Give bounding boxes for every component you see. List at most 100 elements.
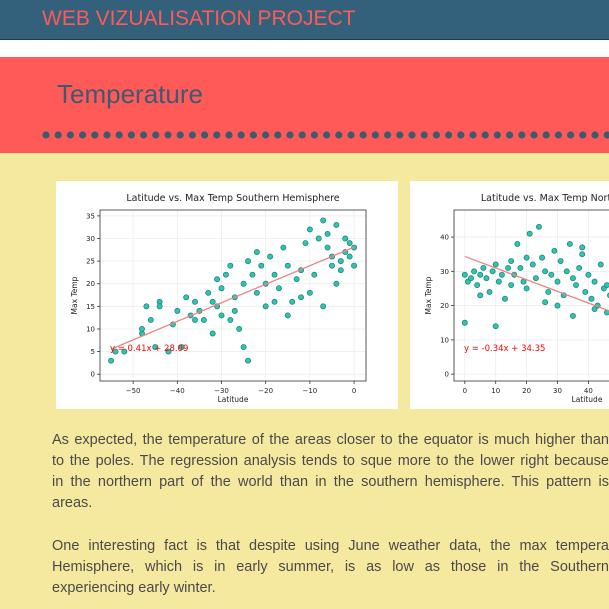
divider-dot bbox=[323, 131, 331, 139]
spacer bbox=[0, 40, 609, 57]
y-axis-label: Max Temp bbox=[70, 276, 79, 314]
divider-dot bbox=[591, 131, 599, 139]
paragraph: As expected, the temperature of the area… bbox=[52, 430, 609, 514]
chart: Latitude vs. Max Temp Southern Hemispher… bbox=[70, 193, 367, 404]
divider-dot bbox=[506, 131, 514, 139]
point bbox=[227, 316, 234, 323]
divider-dot bbox=[310, 131, 318, 139]
point bbox=[333, 221, 340, 228]
points bbox=[461, 223, 609, 330]
point bbox=[591, 306, 598, 312]
point bbox=[566, 240, 573, 247]
y-tick-label: 20 bbox=[86, 280, 95, 288]
y-axis-label: Max Temp bbox=[424, 276, 433, 314]
site-title: WEB VIZUALISATION PROJECT bbox=[42, 7, 356, 30]
point bbox=[178, 344, 185, 351]
point bbox=[320, 303, 327, 310]
point bbox=[218, 312, 225, 319]
point bbox=[227, 262, 234, 269]
point bbox=[498, 271, 505, 278]
point bbox=[508, 282, 515, 288]
point bbox=[214, 276, 221, 283]
point bbox=[236, 326, 243, 332]
point bbox=[576, 264, 583, 271]
x-tick-label: 0 bbox=[463, 387, 467, 395]
point bbox=[156, 303, 163, 310]
point bbox=[569, 312, 576, 319]
point bbox=[539, 254, 545, 261]
point bbox=[582, 288, 589, 295]
text-line: to the poles. The regression analysis te… bbox=[52, 453, 609, 469]
divider-dot bbox=[225, 131, 233, 139]
point bbox=[573, 282, 579, 288]
x-tick-label: −40 bbox=[170, 387, 185, 395]
x-axis-label: Latitude bbox=[218, 395, 249, 404]
y-tick-label: 0 bbox=[445, 371, 449, 379]
y-tick-label: 40 bbox=[440, 234, 449, 242]
point bbox=[597, 261, 604, 268]
point bbox=[502, 295, 508, 302]
point bbox=[529, 261, 536, 268]
point bbox=[536, 223, 542, 230]
point bbox=[603, 282, 609, 288]
divider-dot bbox=[347, 131, 355, 139]
point bbox=[280, 244, 287, 251]
point bbox=[306, 289, 313, 296]
top-bar: WEB VIZUALISATION PROJECT bbox=[0, 0, 609, 40]
point bbox=[192, 298, 198, 305]
point bbox=[311, 271, 318, 278]
divider-dot bbox=[54, 131, 62, 139]
point bbox=[495, 278, 502, 285]
point bbox=[200, 316, 207, 323]
point bbox=[320, 217, 327, 224]
point bbox=[152, 344, 159, 351]
point bbox=[276, 285, 282, 292]
x-axis-label: Latitude bbox=[572, 395, 603, 404]
x-tick-label: 20 bbox=[522, 387, 531, 395]
divider-dot bbox=[384, 131, 392, 139]
divider-dot bbox=[445, 131, 453, 139]
point bbox=[271, 271, 278, 278]
divider-dot bbox=[530, 131, 538, 139]
point bbox=[205, 289, 212, 296]
point bbox=[240, 344, 247, 351]
point bbox=[526, 230, 533, 237]
point bbox=[554, 302, 561, 309]
chart-card: Latitude vs. Max Temp Northern Hemispher… bbox=[410, 181, 609, 409]
divider-dot bbox=[396, 131, 404, 139]
point bbox=[284, 312, 291, 319]
text-line: One interesting fact is that despite usi… bbox=[52, 538, 609, 554]
point bbox=[579, 251, 586, 258]
text-line: areas. bbox=[52, 495, 93, 511]
point bbox=[588, 295, 595, 302]
point bbox=[492, 261, 499, 268]
point bbox=[569, 275, 576, 282]
point bbox=[253, 289, 260, 296]
section-title: Temperature bbox=[57, 79, 203, 109]
point bbox=[183, 294, 190, 301]
divider-dot bbox=[603, 131, 609, 139]
divider-dot bbox=[66, 131, 74, 139]
divider-dot bbox=[262, 131, 270, 139]
section-banner: Temperature bbox=[0, 57, 609, 153]
x-tick-label: 0 bbox=[352, 387, 356, 395]
point bbox=[346, 240, 353, 246]
divider-dot bbox=[188, 131, 196, 139]
divider-dot bbox=[213, 131, 221, 139]
divider-dot bbox=[164, 131, 172, 139]
divider-dot bbox=[176, 131, 184, 139]
y-tick-label: 30 bbox=[86, 235, 95, 243]
x-tick-label: −20 bbox=[258, 387, 273, 395]
y-tick-label: 10 bbox=[86, 325, 95, 333]
point bbox=[253, 249, 260, 256]
point bbox=[174, 307, 181, 314]
dotted-divider bbox=[42, 131, 609, 139]
point bbox=[486, 288, 493, 295]
point bbox=[477, 292, 484, 299]
point bbox=[293, 276, 300, 283]
point bbox=[315, 235, 322, 242]
point bbox=[306, 226, 313, 233]
point bbox=[298, 294, 304, 301]
y-tick-label: 20 bbox=[440, 302, 449, 310]
